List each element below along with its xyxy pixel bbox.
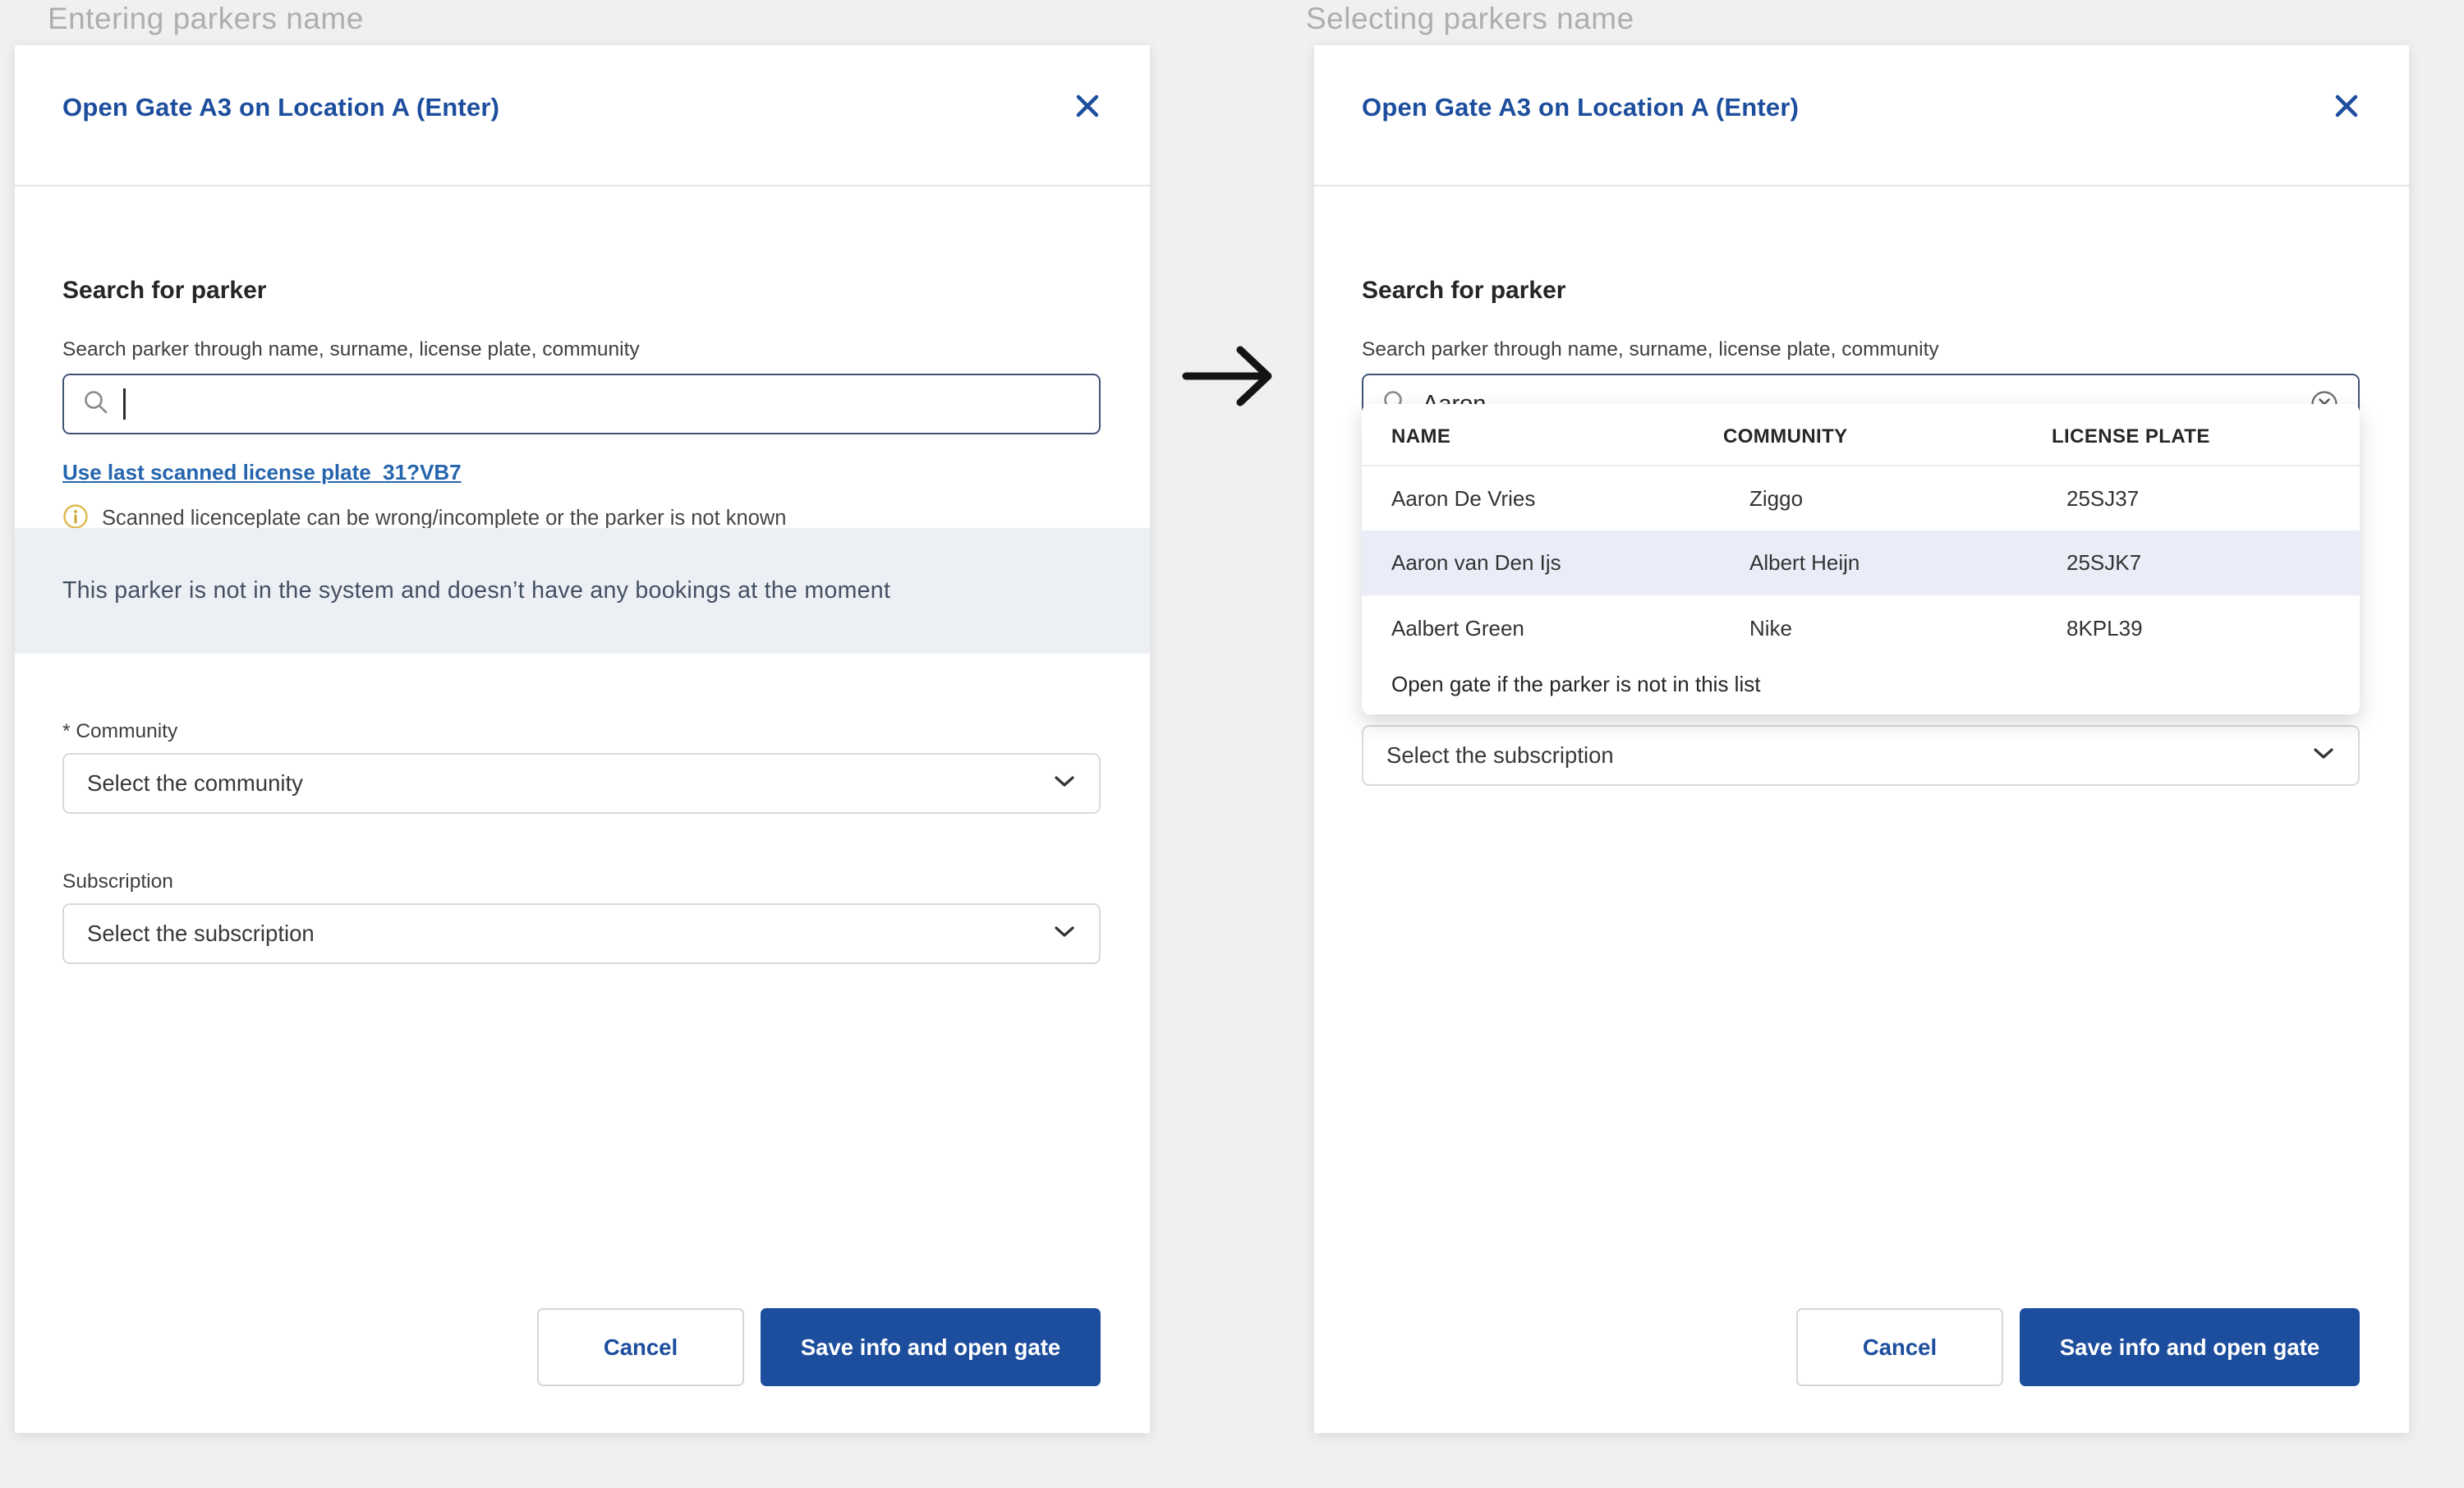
info-icon — [62, 503, 89, 534]
subscription-select-value: Select the subscription — [87, 921, 315, 946]
cancel-button[interactable]: Cancel — [537, 1308, 744, 1386]
result-row[interactable]: Aalbert Green Nike 8KPL39 — [1362, 595, 2360, 660]
results-header-row: NAME COMMUNITY LICENSE PLATE — [1362, 404, 2360, 466]
dialog-title: Open Gate A3 on Location A (Enter) — [62, 93, 500, 122]
subscription-select[interactable]: Select the subscription — [1362, 725, 2360, 786]
result-name: Aaron De Vries — [1391, 486, 1536, 511]
community-label: * Community — [62, 720, 178, 742]
dialog-title: Open Gate A3 on Location A (Enter) — [1362, 93, 1800, 122]
community-select-value: Select the community — [87, 770, 303, 796]
result-community: Nike — [1749, 616, 1793, 641]
dialog-header: Open Gate A3 on Location A (Enter) — [1314, 45, 2409, 186]
scanned-plate-warning: Scanned licenceplate can be wrong/incomp… — [62, 503, 787, 534]
close-icon[interactable] — [2328, 88, 2365, 124]
search-for-parker-heading: Search for parker — [1362, 277, 1566, 304]
cancel-button[interactable]: Cancel — [1796, 1308, 2003, 1386]
parker-not-in-system-banner: This parker is not in the system and doe… — [15, 528, 1150, 654]
result-name: Aaron van Den Ijs — [1391, 550, 1561, 575]
result-row-highlighted[interactable]: Aaron van Den Ijs Albert Heijn 25SJK7 — [1362, 530, 2360, 595]
dialog-header: Open Gate A3 on Location A (Enter) — [15, 45, 1150, 186]
chevron-down-icon — [2312, 746, 2335, 765]
search-results-dropdown: NAME COMMUNITY LICENSE PLATE Aaron De Vr… — [1362, 404, 2360, 714]
use-last-scanned-plate-link[interactable]: Use last scanned license plate 31?VB7 — [62, 460, 462, 485]
result-community: Ziggo — [1749, 486, 1804, 511]
subscription-select[interactable]: Select the subscription — [62, 903, 1101, 964]
chevron-down-icon — [1053, 925, 1076, 944]
save-info-open-gate-button[interactable]: Save info and open gate — [761, 1308, 1101, 1386]
column-header-name: NAME — [1391, 425, 1451, 448]
result-license-plate: 8KPL39 — [2066, 616, 2143, 641]
subscription-select-value: Select the subscription — [1386, 742, 1614, 768]
chevron-down-icon — [1053, 774, 1076, 793]
community-select[interactable]: Select the community — [62, 753, 1101, 814]
subscription-label: Subscription — [62, 870, 173, 893]
search-field-label: Search parker through name, surname, lic… — [1362, 338, 1939, 361]
column-header-community: COMMUNITY — [1723, 425, 1848, 448]
parker-search-input[interactable] — [62, 374, 1101, 434]
result-community: Albert Heijn — [1749, 550, 1860, 575]
search-icon — [82, 388, 110, 420]
result-name: Aalbert Green — [1391, 616, 1524, 641]
text-cursor — [123, 388, 126, 420]
save-info-open-gate-button[interactable]: Save info and open gate — [2020, 1308, 2360, 1386]
result-license-plate: 25SJK7 — [2066, 550, 2142, 575]
column-header-license-plate: LICENSE PLATE — [2052, 425, 2210, 448]
caption-entering: Entering parkers name — [48, 2, 364, 35]
caption-selecting: Selecting parkers name — [1306, 2, 1634, 35]
warning-text: Scanned licenceplate can be wrong/incomp… — [102, 507, 787, 530]
search-for-parker-heading: Search for parker — [62, 277, 267, 304]
open-gate-not-in-list-option[interactable]: Open gate if the parker is not in this l… — [1391, 672, 1761, 696]
banner-text: This parker is not in the system and doe… — [62, 577, 891, 604]
result-row[interactable]: Aaron De Vries Ziggo 25SJ37 — [1362, 466, 2360, 530]
transition-arrow-icon — [1181, 341, 1281, 416]
result-license-plate: 25SJ37 — [2066, 486, 2140, 511]
search-field-label: Search parker through name, surname, lic… — [62, 338, 640, 361]
close-icon[interactable] — [1069, 88, 1106, 124]
open-gate-dialog-selecting: Open Gate A3 on Location A (Enter) Searc… — [1314, 45, 2409, 1433]
open-gate-dialog-entering: Open Gate A3 on Location A (Enter) Searc… — [15, 45, 1150, 1433]
